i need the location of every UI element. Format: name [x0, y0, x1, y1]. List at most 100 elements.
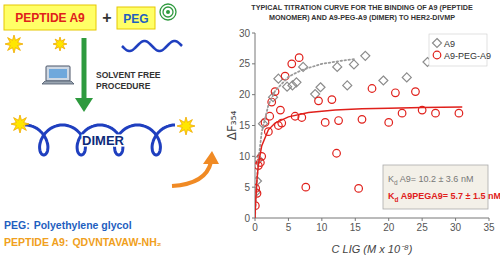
target-icon: [163, 7, 173, 17]
annotation-text: Kd A9PEGA9= 5.7 ± 1.5 nM: [388, 191, 500, 203]
y-tick-label: 20: [239, 89, 251, 100]
data-point: [355, 185, 363, 193]
legend-marker: [433, 39, 442, 48]
graphical-abstract: PEPTIDE A9 + PEG SOLVENT FREEPROCEDURE DIMER…: [0, 0, 500, 260]
data-point: [295, 54, 303, 62]
procedure-label: PROCEDURE: [96, 81, 151, 91]
chart-title: TYPICAL TITRATION CURVE FOR THE BINDING …: [251, 3, 473, 22]
y-tick: [252, 63, 255, 64]
y-tick: [252, 218, 255, 219]
starburst: [53, 37, 67, 51]
page: PEPTIDE A9 + PEG SOLVENT FREEPROCEDURE DIMER…: [0, 0, 500, 260]
peptide-label: PEPTIDE A9: [15, 11, 85, 25]
data-point: [412, 88, 420, 96]
annotation-box: [383, 165, 488, 209]
legend-marker: [433, 51, 441, 59]
data-point: [335, 117, 343, 125]
glossary-text: Polyethylene glycol: [34, 219, 132, 231]
x-tick-label: 25: [417, 222, 429, 233]
starburst: [177, 117, 195, 135]
target-icon: [166, 10, 170, 14]
peptide-box: [4, 5, 96, 30]
x-tick: [288, 218, 289, 221]
data-point: [315, 97, 323, 105]
x-axis-line: [255, 218, 489, 219]
legend: A9 A9-PEG-A9: [429, 34, 491, 66]
y-tick: [252, 156, 255, 157]
y-tick-label: 15: [239, 120, 251, 131]
legend-label: A9-PEG-A9: [444, 51, 491, 61]
laptop-base: [42, 81, 74, 84]
data-point: [321, 119, 329, 127]
process-arrow: [82, 38, 87, 100]
data-point: [333, 149, 341, 157]
y-tick: [252, 125, 255, 126]
data-point: [368, 85, 376, 93]
y-tick-label: 30: [239, 28, 251, 39]
process-arrow-head: [75, 98, 93, 112]
data-point: [343, 81, 352, 90]
x-tick-label: 5: [286, 222, 292, 233]
starburst: [11, 115, 29, 133]
y-tick: [252, 33, 255, 34]
annotation-part: A9PEGA9= 5.7 ± 1.5 nM: [398, 191, 500, 201]
data-point: [361, 51, 370, 60]
x-tick-label: 0: [252, 222, 258, 233]
annotation-text: Kd A9= 10.2 ± 3.6 nM: [388, 174, 473, 186]
data-point: [455, 109, 463, 117]
x-tick-label: 20: [383, 222, 395, 233]
glossary-entry: PEG:Polyethylene glycol: [4, 219, 132, 231]
y-tick: [252, 187, 255, 188]
starburst: [5, 35, 23, 53]
title-line: MONOMER) AND A9-PEG-A9 (DIMER) TO HER2-D…: [269, 13, 455, 22]
data-point: [358, 116, 366, 124]
abstract-root: PEPTIDE A9 + PEG SOLVENT FREEPROCEDURE DIMER…: [0, 0, 500, 260]
data-point: [281, 72, 289, 80]
data-point: [349, 60, 358, 69]
data-point: [333, 62, 342, 71]
x-tick-label: 15: [350, 222, 362, 233]
fit-curve: [255, 59, 355, 218]
data-point: [432, 109, 440, 117]
x-tick-label: 30: [450, 222, 462, 233]
data-point: [392, 89, 400, 97]
dimer-coil: [25, 125, 175, 155]
data-point: [316, 83, 325, 92]
target-icon: [160, 4, 176, 20]
synthesis-diagram: PEPTIDE A9 + PEG SOLVENT FREEPROCEDURE DIMER…: [4, 4, 219, 248]
data-point: [277, 106, 285, 114]
data-point: [398, 109, 406, 117]
y-tick-label: 0: [244, 213, 250, 224]
laptop-screen: [49, 69, 67, 78]
peg-chain: [122, 41, 182, 51]
legend-label: A9: [444, 39, 455, 49]
x-tick-label: 35: [483, 222, 495, 233]
dimer-label: DIMER: [82, 133, 125, 148]
x-tick: [489, 218, 490, 221]
peg-box: [117, 7, 155, 29]
glossary-entry: PEPTIDE A9:QDVNTAVAW-NH₂: [4, 236, 162, 248]
x-tick: [422, 218, 423, 221]
glossary-text: QDVNTAVAW-NH₂: [72, 236, 161, 248]
y-axis-label: ΔF₃₅₄: [225, 111, 239, 141]
annotation-part: A9= 10.2 ± 3.6 nM: [398, 174, 474, 184]
data-point: [302, 183, 310, 191]
plus-sign: +: [102, 9, 111, 26]
data-point: [328, 96, 336, 104]
x-axis-label: C LIG (M x 10⁻⁸): [332, 243, 413, 255]
y-tick-label: 25: [239, 58, 251, 69]
peg-label: PEG: [123, 12, 148, 26]
laptop-icon: [46, 66, 70, 81]
data-point: [288, 60, 296, 68]
procedure-label: SOLVENT FREE: [96, 70, 161, 80]
y-tick-label: 10: [239, 151, 251, 162]
x-tick: [321, 218, 322, 221]
y-tick-label: 5: [244, 182, 250, 193]
data-point: [385, 119, 393, 127]
x-tick: [355, 218, 356, 221]
data-point: [402, 73, 411, 82]
x-tick-label: 10: [316, 222, 328, 233]
data-point: [292, 78, 301, 87]
y-tick: [252, 94, 255, 95]
link-arrow: [172, 162, 211, 186]
